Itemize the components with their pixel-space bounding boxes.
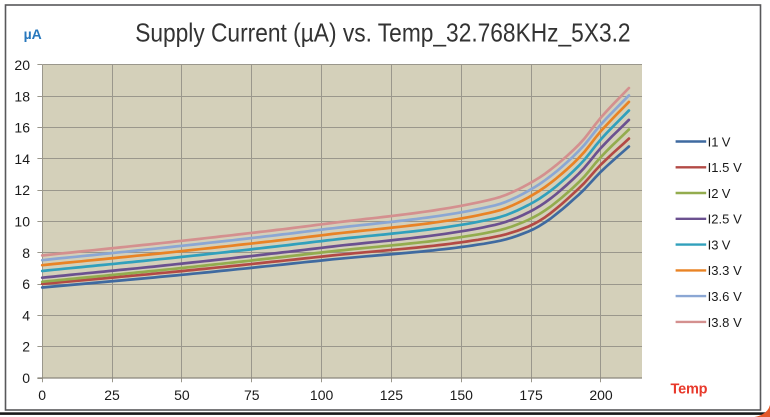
svg-text:I: I bbox=[708, 289, 712, 304]
svg-text:0: 0 bbox=[22, 370, 30, 386]
svg-text:µA: µA bbox=[24, 26, 42, 42]
svg-text:1.5: 1.5 bbox=[711, 160, 729, 175]
svg-text:3.6: 3.6 bbox=[711, 289, 729, 304]
svg-text:I: I bbox=[708, 212, 712, 227]
svg-text:2.5: 2.5 bbox=[711, 212, 729, 227]
svg-text:V: V bbox=[733, 212, 742, 227]
svg-text:1: 1 bbox=[711, 134, 718, 149]
svg-text:V: V bbox=[733, 289, 742, 304]
svg-text:16: 16 bbox=[14, 120, 30, 136]
svg-text:10: 10 bbox=[14, 214, 30, 230]
svg-text:12: 12 bbox=[14, 182, 30, 198]
svg-text:2: 2 bbox=[711, 186, 718, 201]
svg-text:125: 125 bbox=[380, 387, 404, 403]
svg-text:14: 14 bbox=[14, 151, 30, 167]
svg-text:I: I bbox=[708, 315, 712, 330]
svg-text:I: I bbox=[708, 134, 712, 149]
svg-text:Temp: Temp bbox=[671, 382, 708, 398]
svg-text:175: 175 bbox=[519, 387, 543, 403]
svg-text:8: 8 bbox=[22, 245, 30, 261]
svg-text:100: 100 bbox=[310, 387, 334, 403]
svg-text:I: I bbox=[708, 238, 712, 253]
svg-text:I: I bbox=[708, 160, 712, 175]
svg-text:20: 20 bbox=[14, 57, 30, 73]
svg-text:200: 200 bbox=[589, 387, 613, 403]
svg-text:0: 0 bbox=[38, 387, 46, 403]
svg-text:3.8: 3.8 bbox=[711, 315, 729, 330]
svg-text:3.3: 3.3 bbox=[711, 263, 729, 278]
svg-text:I: I bbox=[708, 263, 712, 278]
svg-text:V: V bbox=[722, 238, 731, 253]
svg-text:6: 6 bbox=[22, 276, 30, 292]
svg-text:4: 4 bbox=[22, 307, 30, 323]
svg-text:150: 150 bbox=[450, 387, 474, 403]
svg-text:Supply Current (µA) vs. Temp_3: Supply Current (µA) vs. Temp_32.768KHz_5… bbox=[135, 18, 630, 48]
svg-text:V: V bbox=[733, 315, 742, 330]
svg-text:50: 50 bbox=[174, 387, 190, 403]
svg-text:25: 25 bbox=[104, 387, 120, 403]
svg-text:75: 75 bbox=[244, 387, 260, 403]
svg-text:2: 2 bbox=[22, 339, 30, 355]
svg-text:I: I bbox=[708, 186, 712, 201]
svg-text:V: V bbox=[722, 186, 731, 201]
svg-text:V: V bbox=[722, 134, 731, 149]
svg-text:V: V bbox=[733, 263, 742, 278]
svg-text:V: V bbox=[733, 160, 742, 175]
svg-text:18: 18 bbox=[14, 88, 30, 104]
svg-text:3: 3 bbox=[711, 238, 718, 253]
